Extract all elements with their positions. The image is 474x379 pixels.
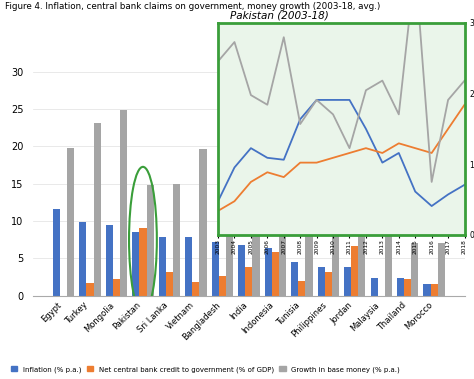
Bar	[93, 123, 100, 296]
Legend: Inflation (% p.a.), Net central bank credit to government (% of GDP), Growth in : Inflation (% p.a.), Net central bank cre…	[8, 363, 403, 376]
Bar	[318, 266, 325, 296]
Bar	[219, 276, 226, 296]
Bar	[423, 283, 430, 296]
Bar	[371, 278, 378, 296]
Bar	[53, 209, 60, 296]
Text: Pakistan (2003-18): Pakistan (2003-18)	[230, 11, 329, 20]
Bar	[253, 188, 260, 296]
Bar	[298, 281, 305, 296]
Bar	[159, 237, 166, 296]
Bar	[113, 279, 120, 296]
Bar	[67, 148, 74, 296]
Bar	[132, 232, 139, 296]
Bar	[411, 243, 419, 296]
Bar	[291, 262, 298, 296]
Bar	[325, 272, 332, 296]
Bar	[358, 216, 365, 296]
Bar	[106, 225, 113, 296]
Bar	[385, 225, 392, 296]
Bar	[430, 284, 438, 296]
Text: Figure 4. Inflation, central bank claims on government, money growth (2003-18, a: Figure 4. Inflation, central bank claims…	[5, 2, 380, 11]
Bar	[173, 184, 180, 296]
Bar	[264, 248, 272, 296]
Bar	[185, 237, 192, 296]
Bar	[404, 279, 411, 296]
Bar	[279, 195, 286, 296]
Bar	[332, 179, 339, 296]
Bar	[438, 243, 445, 296]
Bar	[226, 176, 233, 296]
Bar	[397, 279, 404, 296]
Bar	[192, 282, 200, 296]
Bar	[351, 246, 358, 296]
Bar	[79, 222, 86, 296]
Bar	[166, 273, 173, 296]
Bar	[200, 149, 207, 296]
Bar	[272, 252, 279, 296]
Bar	[146, 185, 154, 296]
Bar	[139, 229, 146, 296]
Bar	[212, 242, 219, 296]
Bar	[86, 283, 93, 296]
Bar	[245, 267, 253, 296]
Bar	[238, 245, 245, 296]
Bar	[305, 204, 312, 296]
Bar	[120, 110, 127, 296]
Bar	[344, 267, 351, 296]
